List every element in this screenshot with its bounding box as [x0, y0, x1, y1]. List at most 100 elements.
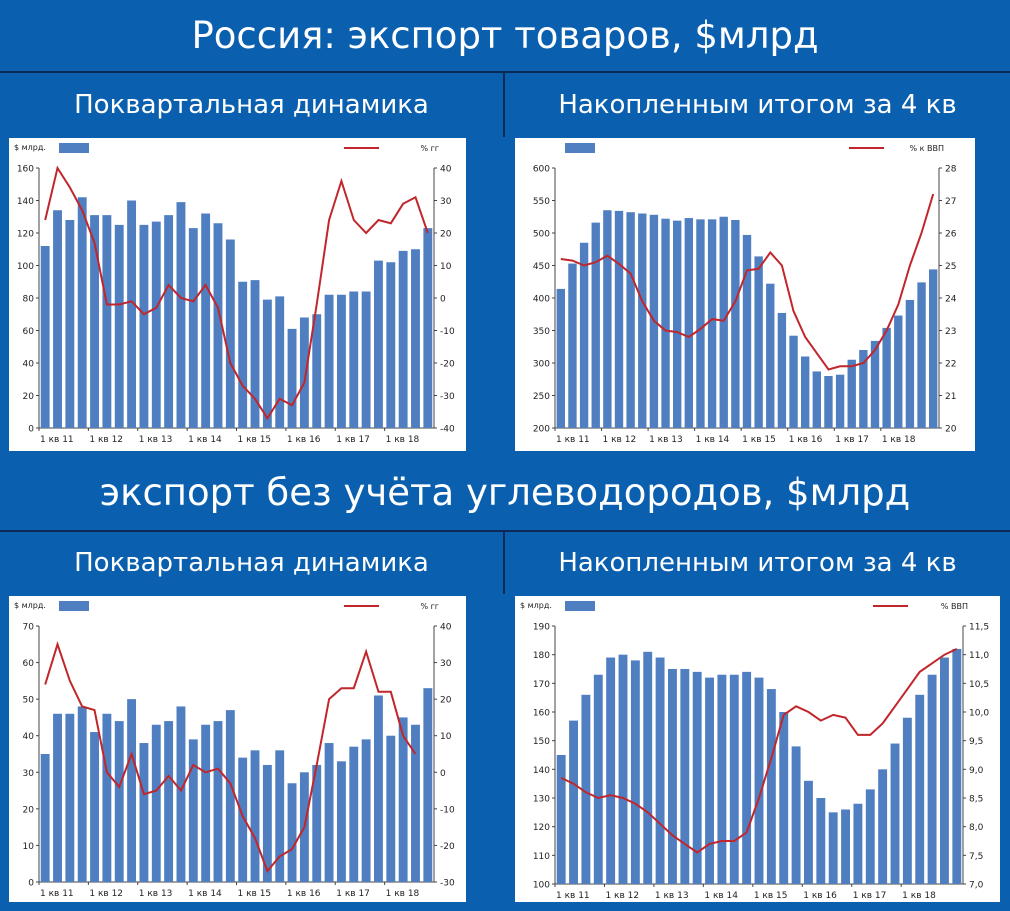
x-tick-label: 1 кв 17 [336, 435, 370, 445]
legend-line-label: % гг [420, 144, 439, 153]
y-tick-label-right: 27 [945, 197, 956, 207]
bar [591, 222, 600, 428]
bar [238, 757, 248, 882]
bar [262, 764, 272, 882]
bar [386, 262, 396, 428]
y-tick-label-right: 20 [440, 230, 452, 240]
bar [824, 376, 833, 428]
x-tick-label: 1 кв 11 [40, 435, 74, 445]
bar [324, 294, 334, 428]
legend-bar-swatch [565, 601, 595, 611]
bar [865, 789, 875, 884]
bar [668, 669, 677, 884]
bar [630, 660, 640, 884]
legend-line-label: % к ВВП [909, 144, 944, 153]
y-tick-label-left: 60 [23, 327, 35, 337]
bar [661, 218, 670, 428]
bar [847, 359, 856, 428]
bar [102, 215, 112, 428]
bar [870, 340, 880, 428]
y-tick-label-right: 22 [945, 360, 956, 370]
bar [77, 197, 87, 428]
y-tick-label-left: 140 [533, 766, 550, 776]
y-tick-label-left: 500 [533, 230, 550, 240]
y-tick-label-right: -10 [440, 805, 455, 815]
series-line [560, 647, 958, 854]
bar [729, 674, 739, 884]
bar [626, 212, 635, 428]
x-tick-label: 1 кв 18 [882, 435, 916, 445]
y-tick-label-right: -20 [440, 842, 455, 852]
x-tick-label: 1 кв 11 [40, 889, 74, 899]
bar [213, 721, 223, 882]
x-tick-label: 1 кв 16 [789, 435, 823, 445]
bar [804, 780, 813, 884]
bar [569, 720, 578, 884]
bar [777, 312, 787, 428]
x-tick-label: 1 кв 15 [754, 891, 788, 901]
bar [299, 317, 309, 428]
bar [188, 739, 198, 882]
bar [816, 798, 826, 884]
bar [176, 706, 186, 882]
bar [568, 263, 577, 428]
bar [250, 750, 260, 882]
y-tick-label-left: 180 [533, 651, 550, 661]
bar [853, 803, 863, 884]
y-tick-label-left: 600 [533, 165, 550, 175]
y-tick-label-right: 40 [440, 165, 452, 175]
y-tick-label-right: 10,0 [969, 709, 989, 719]
x-tick-label: 1 кв 13 [139, 889, 173, 899]
x-tick-label: 1 кв 15 [742, 435, 776, 445]
bar [201, 724, 211, 882]
x-tick-label: 1 кв 12 [89, 435, 123, 445]
legend-bar-swatch [59, 601, 89, 611]
y-tick-label-left: 250 [533, 392, 550, 402]
bar [349, 746, 359, 882]
x-tick-label: 1 кв 17 [835, 435, 869, 445]
bar [90, 215, 99, 428]
bar [927, 674, 937, 884]
x-tick-label: 1 кв 15 [238, 889, 272, 899]
subtitle-right-top: Накопленным итогом за 4 кв [558, 90, 957, 120]
bar [114, 721, 124, 882]
x-tick-label: 1 кв 14 [188, 889, 222, 899]
legend-bar-label: $ млрд. [14, 143, 46, 152]
bar [127, 200, 137, 428]
legend-bar-label: $ млрд. [14, 601, 46, 610]
bar [65, 220, 75, 428]
bar [928, 269, 938, 428]
y-tick-label-right: 9,0 [969, 766, 984, 776]
y-tick-label-left: 550 [533, 197, 550, 207]
x-tick-label: 1 кв 13 [655, 891, 689, 901]
bar [225, 710, 235, 882]
x-tick-label: 1 кв 16 [287, 435, 321, 445]
chart-2: 200 250 300 350 400 450 500 550 600 20 21 22 23 24 25 2… [533, 143, 957, 445]
bar [102, 713, 112, 882]
y-tick-label-right: 30 [440, 659, 452, 669]
bar [890, 743, 900, 884]
y-tick-label-right: 40 [440, 623, 452, 633]
bar [672, 220, 682, 428]
chart-panel-4: 100 110 120 130 140 150 160 170 180 190 7,0 7,5 8,0 8… [515, 596, 1000, 902]
y-tick-label-left: 150 [533, 737, 550, 747]
bar [754, 256, 763, 428]
bar [398, 250, 408, 428]
bar [766, 689, 776, 884]
bar [917, 282, 926, 428]
y-tick-label-right: 10 [440, 732, 452, 742]
x-tick-label: 1 кв 17 [853, 891, 887, 901]
bar [287, 783, 297, 882]
bar [680, 669, 690, 884]
x-tick-label: 1 кв 17 [336, 889, 370, 899]
y-tick-label-left: 110 [533, 852, 550, 862]
y-tick-label-left: 50 [23, 696, 35, 706]
y-tick-label-left: 350 [533, 327, 550, 337]
x-tick-label: 1 кв 14 [188, 435, 222, 445]
chart-3: 0 10 20 30 40 50 60 70 -30 -20 -10 0 10 20 30 40 1 кв 11… [14, 601, 455, 899]
divider [0, 71, 1010, 73]
bar [882, 327, 891, 428]
bar [643, 651, 653, 884]
x-tick-label: 1 кв 18 [902, 891, 936, 901]
bar [902, 717, 912, 884]
